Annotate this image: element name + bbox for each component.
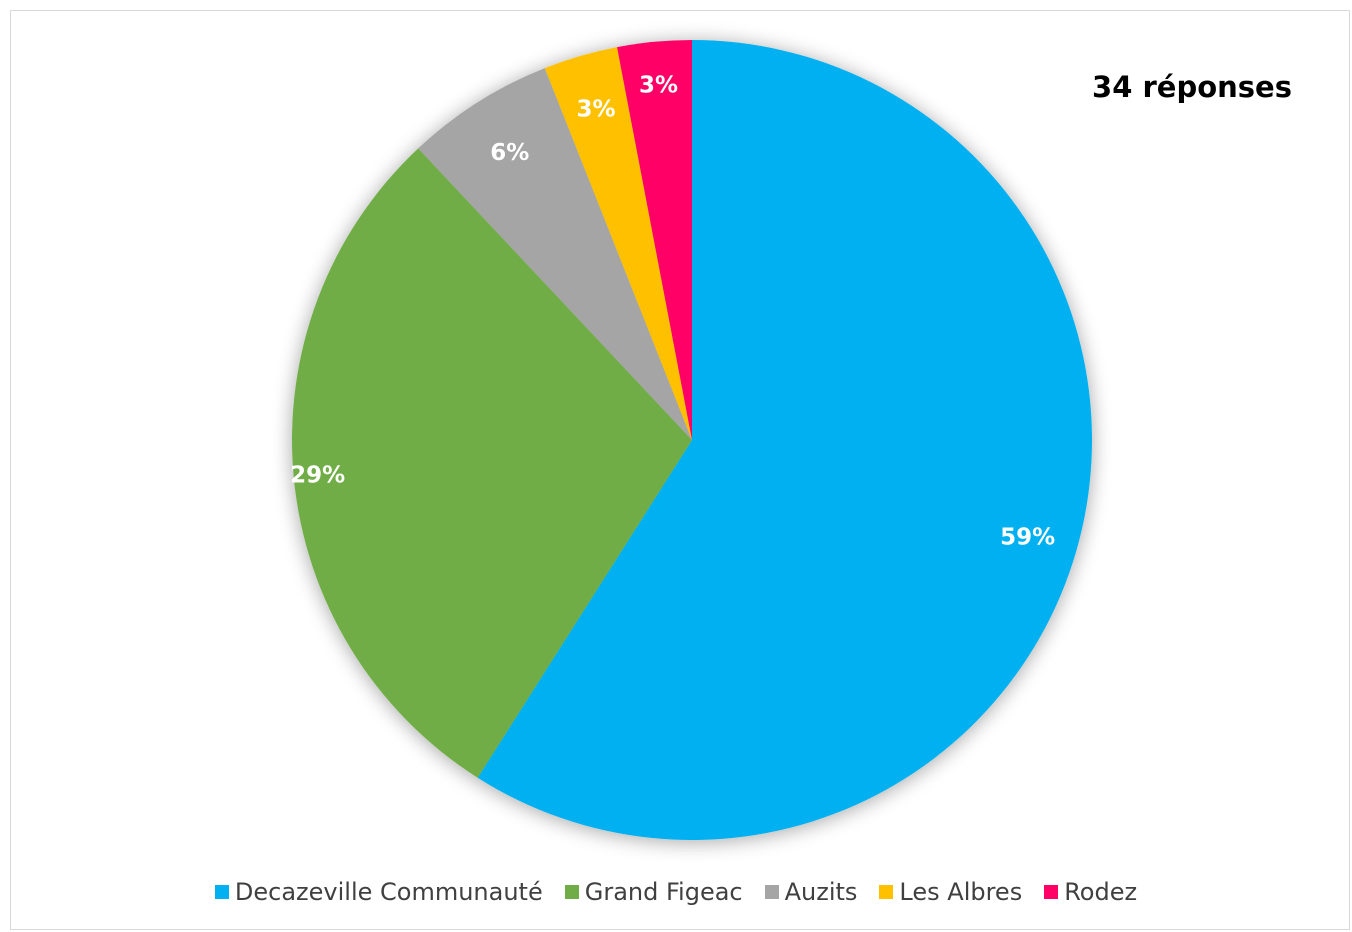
legend-swatch xyxy=(879,885,894,899)
legend-label: Rodez xyxy=(1064,878,1138,906)
data-label-grand-figeac: 29% xyxy=(290,462,345,488)
data-label-auzits: 6% xyxy=(490,140,529,166)
response-count: 34 réponses xyxy=(1092,70,1292,104)
legend-swatch xyxy=(214,885,229,899)
legend-item-decazeville-communaut-: Decazeville Communauté xyxy=(214,878,543,906)
pie-slice-decazeville-communaut- xyxy=(477,40,1093,841)
data-label-les-albres: 3% xyxy=(576,97,615,123)
legend: Decazeville Communauté Grand Figeac Auzits… xyxy=(0,878,1352,906)
data-label-decazeville-communaut-: 59% xyxy=(1000,525,1055,551)
legend-swatch xyxy=(564,885,579,899)
legend-label: Auzits xyxy=(784,878,858,906)
legend-label: Decazeville Communauté xyxy=(234,878,543,906)
legend-label: Les Albres xyxy=(899,878,1023,906)
legend-label: Grand Figeac xyxy=(584,878,743,906)
legend-item-les-albres: Les Albres xyxy=(879,878,1022,906)
pie-slice-les-albres xyxy=(544,47,692,441)
data-label-rodez: 3% xyxy=(639,73,678,99)
pie-slice-grand-figeac xyxy=(291,148,692,778)
legend-item-grand-figeac: Grand Figeac xyxy=(564,878,743,906)
legend-swatch xyxy=(764,885,779,899)
pie-slice-auzits xyxy=(418,68,692,440)
legend-item-auzits: Auzits xyxy=(764,878,858,906)
legend-swatch xyxy=(1044,885,1059,899)
legend-item-rodez: Rodez xyxy=(1044,878,1137,906)
pie-slice-rodez xyxy=(617,40,692,440)
